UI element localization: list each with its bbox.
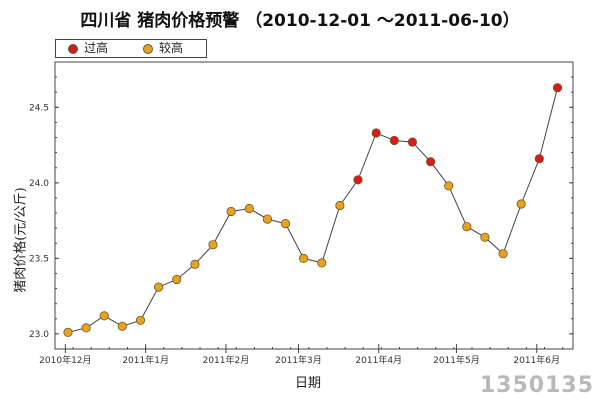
price-data-point (462, 222, 472, 232)
price-series-line (67, 87, 558, 333)
price-data-point (117, 321, 127, 331)
price-data-point (317, 258, 327, 268)
y-tick-label: 23.0 (29, 330, 49, 340)
legend-marker-elevated (143, 44, 153, 54)
price-data-point (280, 219, 291, 229)
x-tick-label: 2011年2月 (203, 354, 250, 366)
x-tick-label: 2011年6月 (513, 354, 560, 366)
legend-label-high: 过高 (84, 41, 109, 55)
price-data-point (480, 232, 490, 242)
price-data-point (335, 200, 345, 211)
price-data-point (154, 282, 164, 292)
price-data-point (534, 154, 544, 164)
price-data-point (371, 128, 381, 138)
legend-marker-high (68, 44, 78, 54)
x-tick-label: 2011年3月 (275, 354, 322, 366)
x-tick-label: 2011年5月 (433, 354, 480, 366)
price-data-point (99, 311, 109, 321)
price-data-point (135, 315, 146, 325)
y-axis-label: 猪肉价格(元/公斤) (13, 187, 29, 293)
price-data-point (353, 175, 363, 185)
price-data-point (81, 323, 91, 333)
y-tick-label: 23.5 (29, 254, 49, 264)
price-data-point (172, 274, 182, 285)
price-data-point (516, 199, 526, 209)
y-tick-label: 24.0 (29, 179, 49, 189)
price-data-point (498, 249, 508, 259)
legend-label-elevated: 较高 (159, 41, 184, 55)
price-data-point (425, 157, 436, 167)
price-data-point (262, 214, 272, 224)
plot-area-frame (54, 61, 574, 350)
price-data-point (389, 135, 399, 146)
price-data-point (190, 259, 200, 269)
price-data-point (552, 83, 563, 93)
price-data-point (298, 253, 309, 263)
price-data-point (63, 327, 73, 337)
price-data-point (208, 240, 218, 250)
x-tick-label: 2011年1月 (122, 354, 169, 366)
price-data-point (226, 206, 236, 217)
x-axis-label: 日期 (294, 376, 322, 391)
x-tick-label: 2010年12月 (39, 354, 91, 366)
x-tick-label: 2011年4月 (355, 354, 402, 366)
y-tick-label: 24.5 (29, 103, 49, 113)
watermark-logo: 1350135 (479, 373, 594, 398)
price-data-point (444, 181, 454, 191)
legend: 过高 较高 (55, 39, 207, 58)
price-data-point (407, 137, 417, 147)
chart-title: 四川省 猪肉价格预警 （2010-12-01 ～2011-06-10） (80, 11, 520, 31)
price-data-point (244, 203, 254, 214)
